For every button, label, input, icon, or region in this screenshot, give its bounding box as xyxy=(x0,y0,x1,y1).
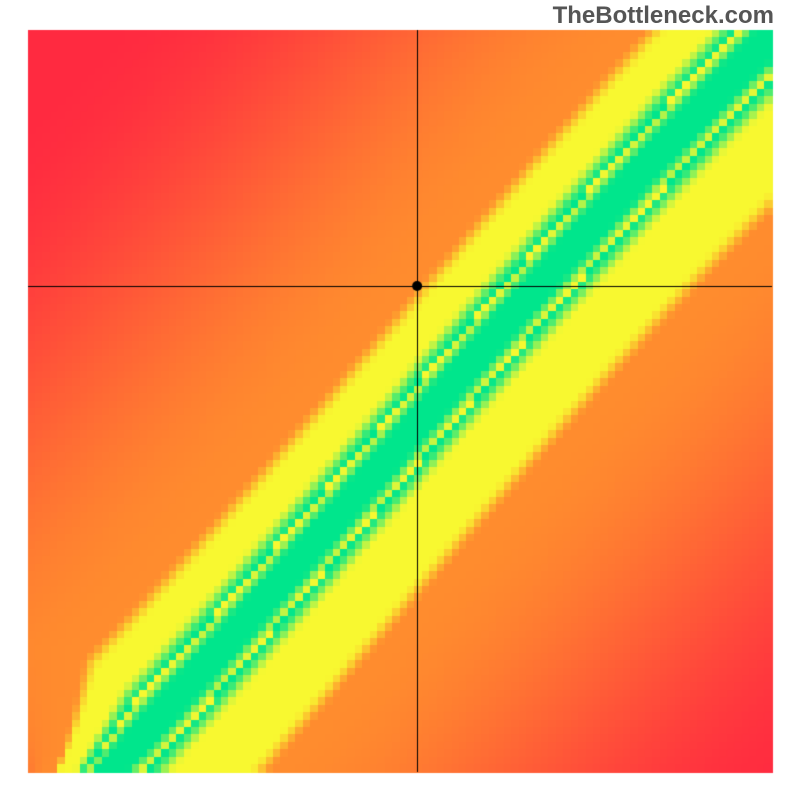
heatmap-canvas xyxy=(0,0,800,800)
chart-container: TheBottleneck.com xyxy=(0,0,800,800)
watermark-text: TheBottleneck.com xyxy=(553,2,774,30)
